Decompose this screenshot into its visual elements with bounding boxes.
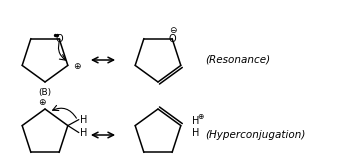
Text: $\oplus$: $\oplus$: [197, 112, 205, 121]
Text: $\oplus$: $\oplus$: [38, 97, 47, 107]
Text: (B): (B): [38, 88, 52, 97]
Text: H: H: [80, 115, 87, 125]
Text: $\ominus$: $\ominus$: [169, 25, 178, 35]
Text: O: O: [55, 34, 63, 44]
Text: O: O: [168, 34, 176, 44]
Text: (Resonance): (Resonance): [205, 55, 270, 65]
Text: (Hyperconjugation): (Hyperconjugation): [205, 130, 305, 140]
Text: H: H: [192, 116, 199, 126]
Text: H: H: [80, 128, 87, 138]
Text: $\oplus$: $\oplus$: [73, 61, 82, 71]
Text: H: H: [192, 128, 199, 138]
